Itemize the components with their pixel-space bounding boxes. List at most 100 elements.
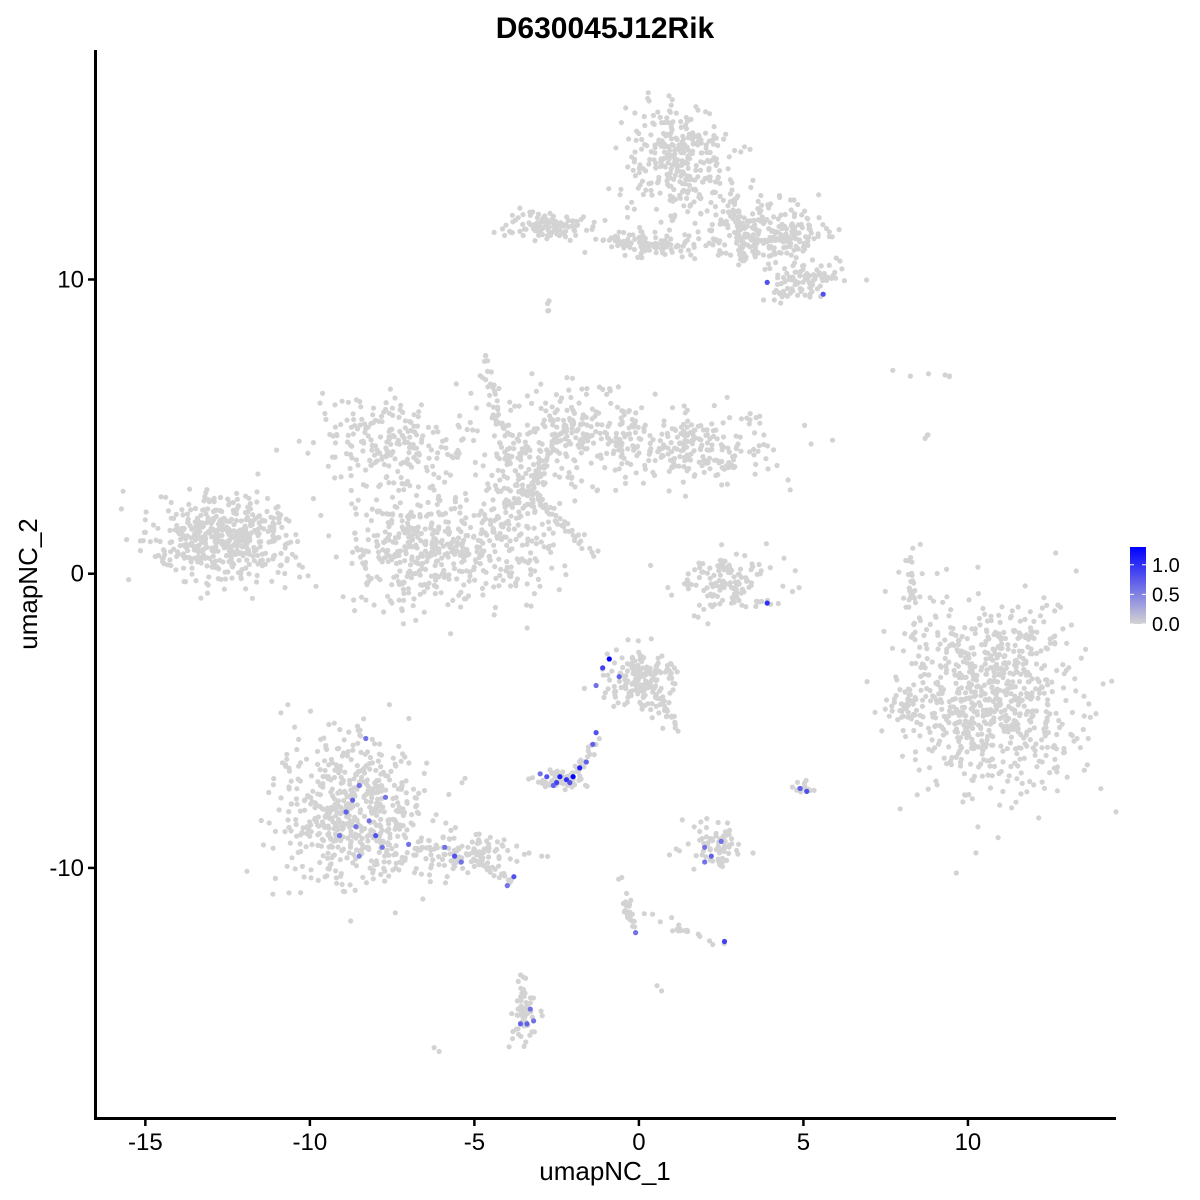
cell-point: [504, 567, 510, 573]
cell-point: [509, 1036, 516, 1042]
cell-point: [795, 292, 801, 298]
cell-point: [325, 812, 331, 818]
cell-point: [967, 723, 973, 729]
cell-point: [425, 511, 431, 517]
cell-point: [639, 255, 645, 261]
cell-point: [704, 816, 710, 822]
cell-point: [524, 625, 530, 631]
cell-point: [703, 825, 710, 831]
cell-point: [1041, 690, 1047, 696]
cell-point: [1081, 693, 1087, 699]
cell-point: [632, 429, 639, 436]
cell-point: [308, 829, 314, 835]
cell-point: [678, 248, 684, 254]
cell-point: [393, 850, 399, 856]
cell-point: [542, 784, 549, 790]
cell-point: [1021, 685, 1027, 691]
cell-point: [349, 819, 355, 825]
cell-point: [968, 761, 974, 767]
cell-point: [236, 557, 242, 563]
cell-point: [496, 456, 502, 462]
cell-point: [906, 604, 912, 610]
cell-point: [246, 533, 253, 539]
cell-point: [401, 590, 407, 597]
cell-point: [1018, 791, 1024, 797]
cell-point: [495, 406, 501, 413]
cell-point: [629, 681, 635, 687]
cell-point: [787, 276, 793, 282]
cell-point: [228, 528, 234, 535]
cell-point: [481, 358, 488, 364]
cell-point: [764, 443, 771, 449]
cell-point: [253, 579, 260, 585]
cell-point: [376, 483, 382, 489]
cell-point: [327, 862, 333, 868]
cell-point: [472, 848, 478, 855]
cell-point: [1002, 726, 1008, 732]
cell-point: [568, 394, 574, 401]
cell-point: [1044, 701, 1050, 707]
cell-point: [616, 876, 622, 882]
cell-point: [729, 198, 735, 204]
cell-point: [416, 452, 422, 458]
cell-point: [462, 775, 468, 781]
cell-point: [294, 786, 300, 792]
cell-point: [788, 207, 794, 213]
cell-point: [600, 672, 606, 678]
cell-point: [929, 737, 935, 743]
cell-point: [790, 263, 796, 269]
cell-point: [750, 850, 756, 856]
cell-point: [341, 737, 347, 743]
cell-point: [626, 136, 632, 142]
cell-point: [201, 498, 207, 504]
cell-point: [1047, 640, 1053, 646]
cell-point: [939, 706, 945, 712]
cell-point: [1007, 670, 1013, 676]
cell-point: [661, 422, 667, 428]
cell-point: [516, 432, 523, 438]
cell-point: [496, 556, 502, 562]
cell-point: [1069, 732, 1075, 739]
cell-point: [623, 105, 629, 111]
cell-point: [571, 782, 578, 788]
cell-point: [756, 561, 762, 568]
cell-point: [357, 732, 363, 738]
cell-point: [349, 501, 355, 507]
cell-point: [510, 440, 517, 446]
cell-point: [489, 415, 495, 421]
cell-point: [390, 511, 396, 517]
cell-point: [535, 494, 541, 500]
cell-point: [905, 558, 911, 564]
cell-point: [322, 767, 328, 774]
cell-point: [712, 179, 719, 185]
cell-point: [382, 868, 388, 874]
cell-point: [725, 445, 731, 451]
cell-point: [265, 557, 271, 563]
cell-point: [404, 460, 410, 467]
cell-point: [501, 500, 508, 506]
cell-point: [682, 181, 688, 187]
cell-point: [331, 796, 337, 802]
cell-point: [275, 569, 281, 576]
cell-point: [559, 465, 565, 471]
cell-point: [289, 855, 295, 861]
cell-point: [762, 266, 768, 272]
cell-point: [731, 574, 737, 580]
cell-point: [453, 494, 459, 501]
cell-point: [353, 397, 360, 403]
cell-point: [353, 511, 359, 517]
cell-point: [657, 114, 663, 120]
cell-point: [681, 403, 687, 409]
cell-point: [583, 391, 590, 397]
cell-point: [402, 558, 408, 564]
cell-point: [394, 573, 400, 579]
cell-point: [516, 403, 522, 409]
expressing-cell-point: [764, 279, 770, 285]
cell-point: [387, 386, 393, 392]
cell-point: [543, 408, 549, 414]
cell-point: [715, 142, 721, 149]
cell-point: [162, 552, 168, 558]
cell-point: [315, 791, 321, 797]
cell-point: [785, 477, 791, 483]
cell-point: [220, 559, 226, 565]
